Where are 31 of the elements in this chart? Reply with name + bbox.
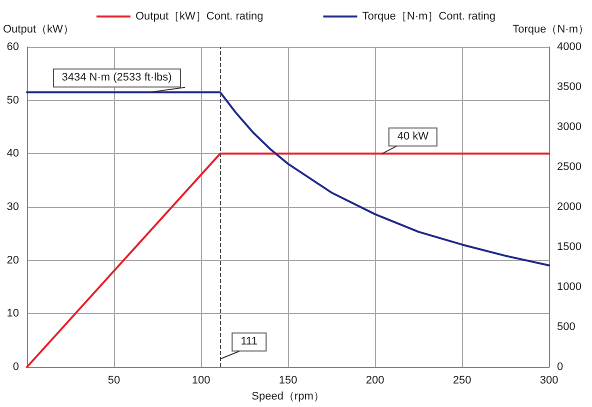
x-axis-title: Speed（rpm） <box>252 390 324 402</box>
annotation: 3434 N·m (2533 ft·lbs) <box>52 68 181 88</box>
y2-tick-label: 1000 <box>557 281 582 293</box>
y-tick-label: 0 <box>12 361 19 373</box>
annotation: 111 <box>232 332 266 352</box>
y-tick-label: 40 <box>6 148 19 160</box>
y-tick-label: 20 <box>6 254 19 266</box>
y-tick-label: 10 <box>6 308 19 320</box>
annotation: 40 kW <box>388 127 438 146</box>
y-tick-label: 60 <box>6 41 19 53</box>
x-tick-label: 150 <box>278 374 298 386</box>
y-axis-title: Output（kW） <box>3 24 74 36</box>
y-tick-label: 30 <box>6 201 19 213</box>
y2-tick-label: 500 <box>557 321 576 333</box>
x-tick-label: 100 <box>192 374 210 386</box>
y2-tick-label: 3500 <box>557 81 582 93</box>
y2-tick-label: 0 <box>557 361 564 373</box>
y2-tick-label: 1500 <box>557 241 582 253</box>
legend-label: Torque［N·m］Cont. rating <box>362 10 496 22</box>
legend-label: Output［kW］Cont. rating <box>135 10 264 22</box>
y2-tick-label: 4000 <box>557 41 582 53</box>
x-tick-label: 200 <box>366 374 384 386</box>
line-series <box>26 91 550 266</box>
y-tick-label: 50 <box>6 94 19 106</box>
x-tick-label: 300 <box>540 374 558 386</box>
x-tick-label: 250 <box>452 374 472 386</box>
x-tick-label: 50 <box>108 374 120 386</box>
y2-tick-label: 2500 <box>557 161 582 173</box>
y2-tick-label: 3000 <box>557 121 582 133</box>
y2-axis-title: Torque（N·m） <box>512 24 589 36</box>
y2-tick-label: 2000 <box>557 201 582 213</box>
